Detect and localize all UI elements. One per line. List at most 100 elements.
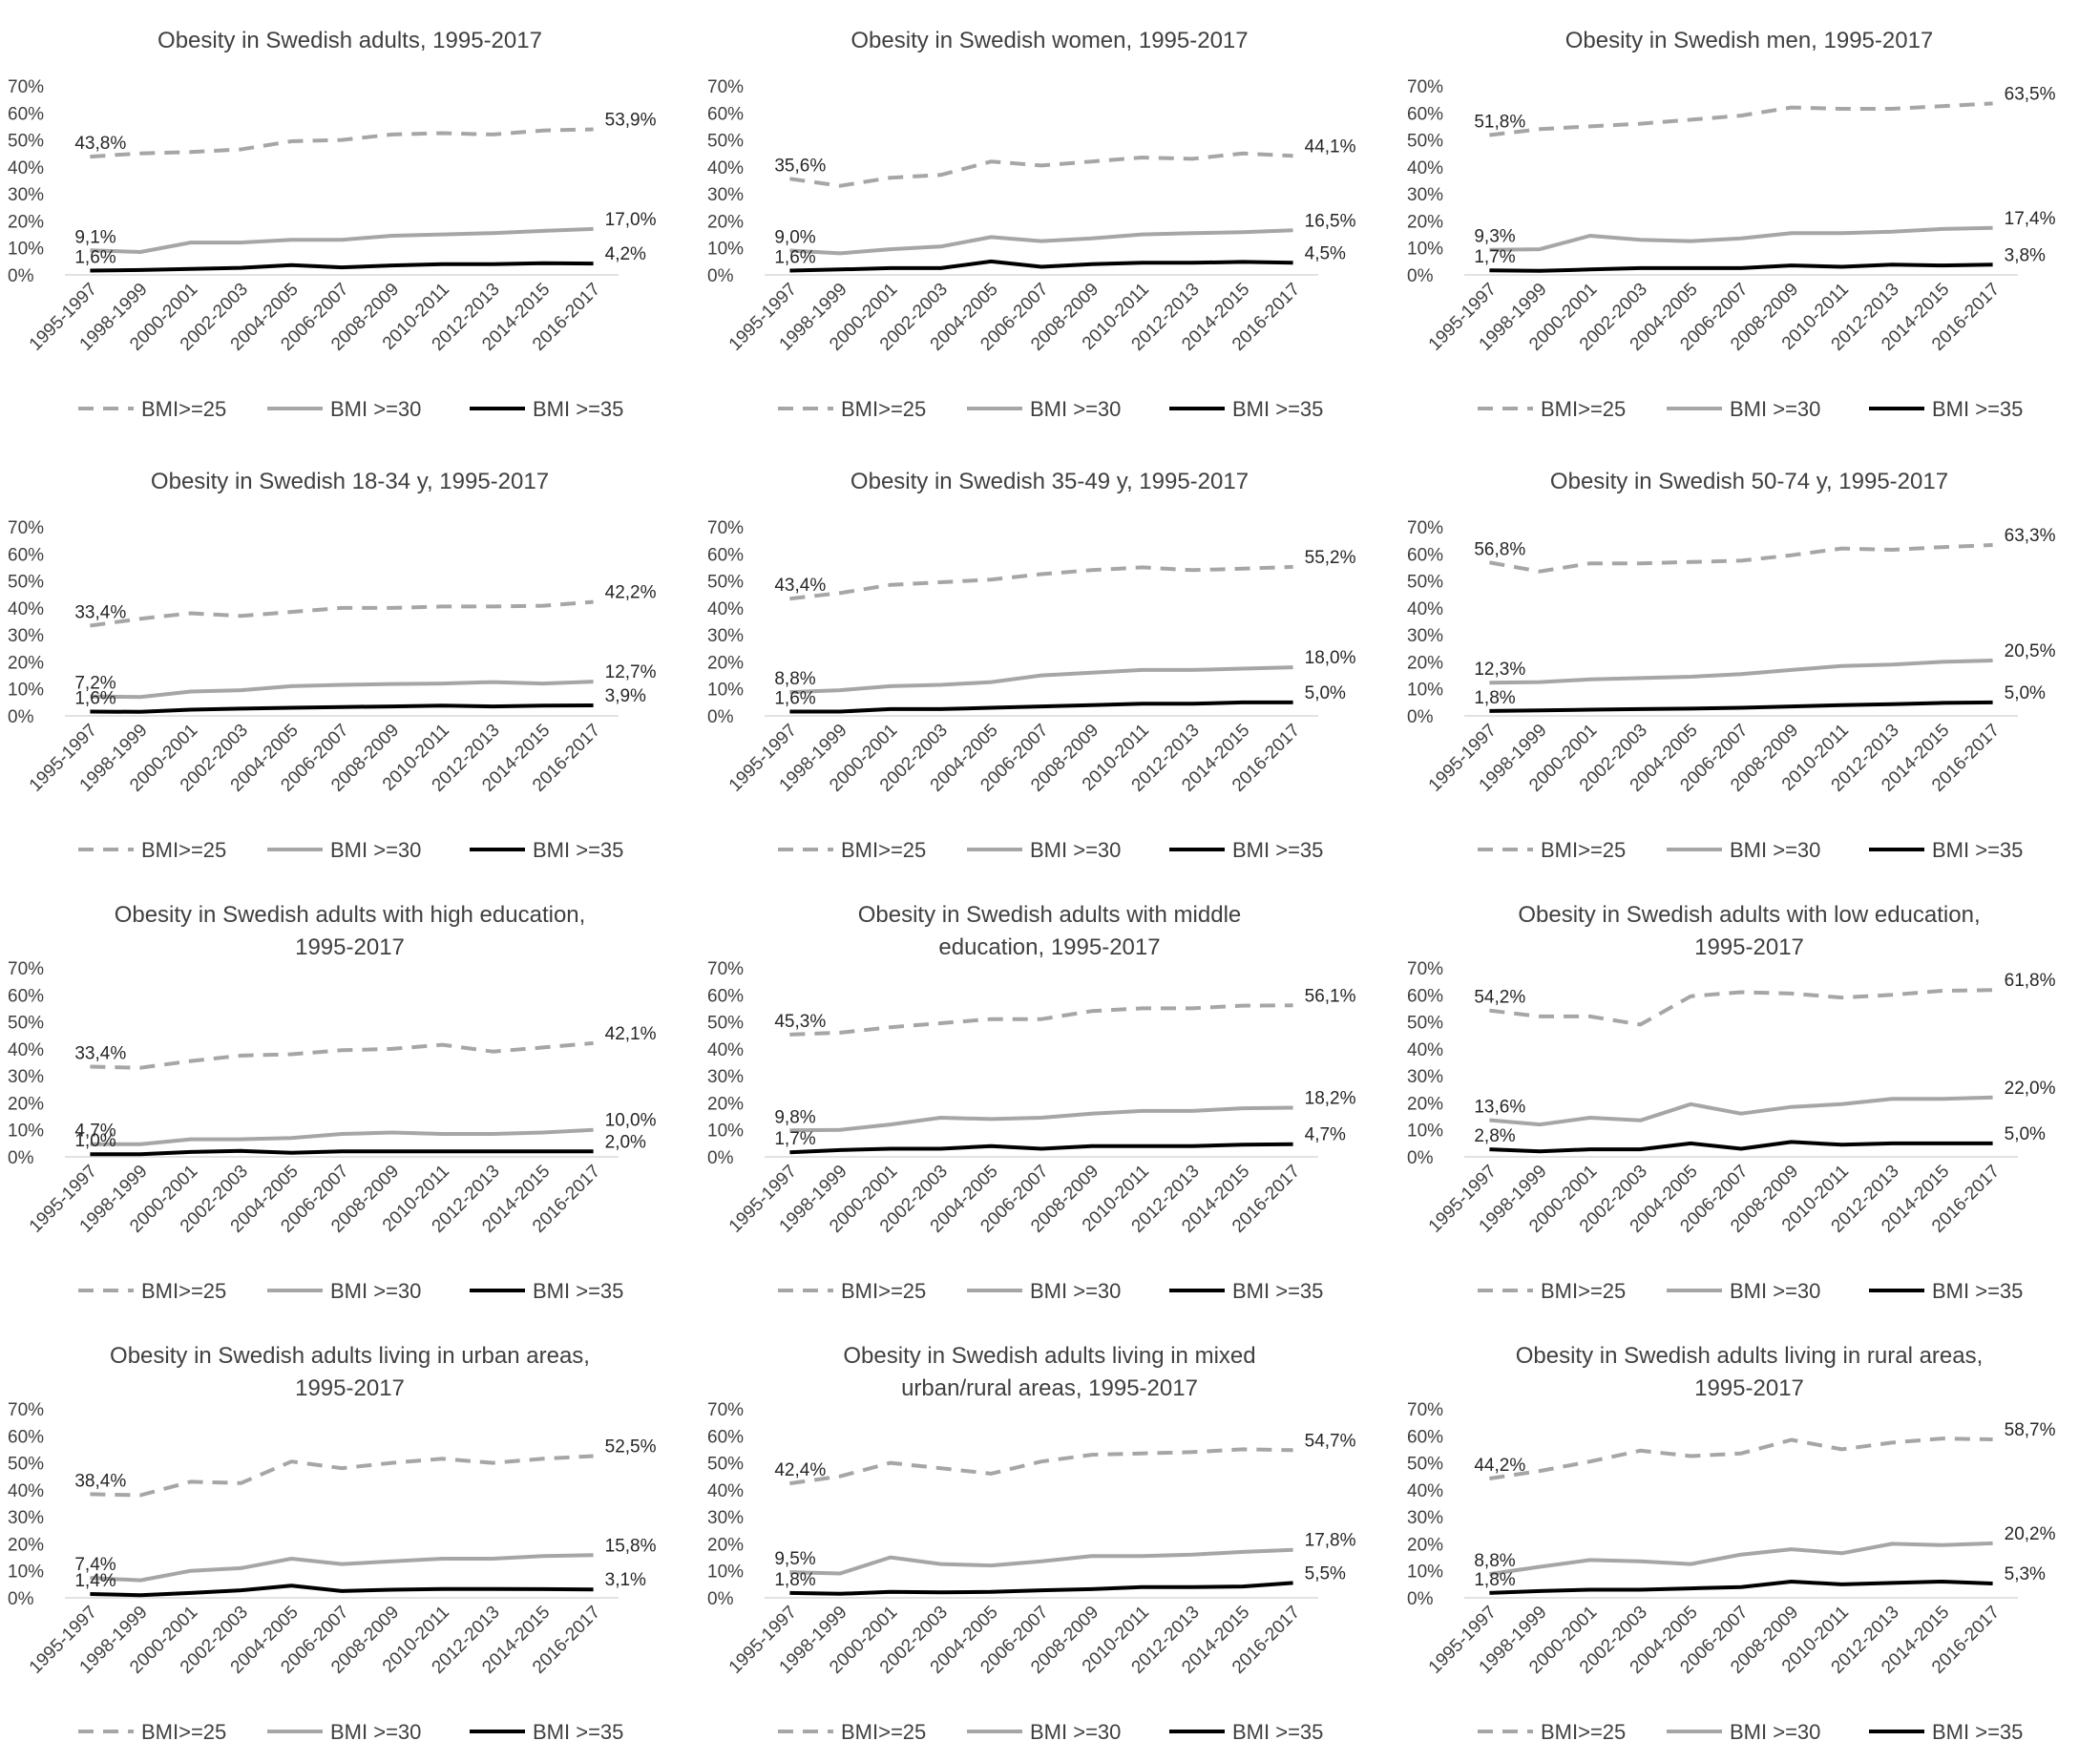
data-label: 8,8% bbox=[1474, 1551, 1515, 1571]
y-tick-label: 0% bbox=[1407, 1589, 1434, 1609]
y-tick-label: 50% bbox=[707, 1455, 744, 1475]
y-tick-label: 30% bbox=[1407, 1508, 1443, 1528]
y-tick-label: 70% bbox=[8, 518, 44, 538]
data-label: 42,2% bbox=[605, 583, 657, 603]
data-label: 22,0% bbox=[2005, 1079, 2056, 1099]
series-line bbox=[789, 564, 1293, 601]
y-tick-label: 20% bbox=[8, 653, 44, 673]
series-line bbox=[789, 1547, 1293, 1576]
chart-panel: Obesity in Swedish adults living in urba… bbox=[0, 1323, 700, 1762]
data-label: 4,5% bbox=[1305, 243, 1346, 263]
legend-label: BMI >=35 bbox=[1232, 1720, 1323, 1744]
data-label: 8,8% bbox=[774, 669, 815, 689]
series-line bbox=[1489, 1541, 1993, 1577]
line-chart: Obesity in Swedish adults, 1995-2017 0% 10… bbox=[8, 28, 657, 421]
data-label: 17,8% bbox=[1305, 1531, 1356, 1551]
data-label: 17,0% bbox=[605, 210, 657, 230]
legend-label: BMI >=30 bbox=[1030, 397, 1121, 421]
series-line bbox=[1489, 1140, 1993, 1154]
chart-title: 1995-2017 bbox=[295, 1375, 405, 1401]
y-tick-label: 20% bbox=[1407, 1535, 1443, 1555]
data-label: 33,4% bbox=[74, 603, 126, 623]
series-line bbox=[90, 1040, 594, 1070]
y-tick-label: 50% bbox=[1407, 132, 1443, 152]
data-label: 9,3% bbox=[1474, 227, 1515, 247]
y-tick-label: 0% bbox=[1407, 707, 1434, 727]
y-tick-label: 50% bbox=[1407, 573, 1443, 593]
data-label: 18,0% bbox=[1305, 648, 1356, 668]
series-line bbox=[789, 700, 1293, 714]
y-tick-label: 0% bbox=[707, 1589, 734, 1609]
series-line bbox=[789, 151, 1293, 188]
chart-title: Obesity in Swedish 35-49 y, 1995-2017 bbox=[850, 469, 1249, 494]
data-label: 18,2% bbox=[1305, 1089, 1356, 1109]
line-chart: Obesity in Swedish adults living in urba… bbox=[8, 1343, 657, 1744]
data-label: 42,1% bbox=[605, 1024, 657, 1044]
y-tick-label: 20% bbox=[8, 1535, 44, 1555]
data-label: 1,8% bbox=[774, 1570, 815, 1590]
y-tick-label: 40% bbox=[8, 599, 44, 619]
y-tick-label: 60% bbox=[707, 1427, 744, 1447]
series-line bbox=[90, 1553, 594, 1583]
y-tick-label: 70% bbox=[707, 1400, 744, 1420]
y-tick-label: 10% bbox=[707, 240, 744, 260]
series-line bbox=[90, 599, 594, 628]
data-label: 54,7% bbox=[1305, 1431, 1356, 1451]
series-line bbox=[1489, 1095, 1993, 1127]
series-line bbox=[90, 1454, 594, 1498]
y-tick-label: 50% bbox=[8, 573, 44, 593]
data-label: 4,2% bbox=[605, 244, 646, 264]
y-tick-label: 30% bbox=[1407, 185, 1443, 205]
y-tick-label: 0% bbox=[707, 266, 734, 286]
y-tick-label: 70% bbox=[707, 518, 744, 538]
y-tick-label: 30% bbox=[707, 1508, 744, 1528]
chart-title: Obesity in Swedish women, 1995-2017 bbox=[850, 28, 1248, 53]
y-tick-label: 20% bbox=[1407, 653, 1443, 673]
data-label: 3,8% bbox=[2005, 245, 2046, 265]
data-label: 15,8% bbox=[605, 1536, 657, 1556]
y-tick-label: 10% bbox=[1407, 240, 1443, 260]
legend-label: BMI>=25 bbox=[1541, 397, 1626, 421]
y-tick-label: 10% bbox=[1407, 681, 1443, 701]
data-label: 13,6% bbox=[1474, 1098, 1525, 1118]
y-tick-label: 10% bbox=[8, 240, 44, 260]
legend-label: BMI >=35 bbox=[533, 1720, 623, 1744]
y-tick-label: 70% bbox=[1407, 77, 1443, 97]
legend-label: BMI>=25 bbox=[1541, 1720, 1626, 1744]
data-label: 33,4% bbox=[74, 1044, 126, 1064]
legend-label: BMI >=30 bbox=[330, 397, 421, 421]
legend-label: BMI >=35 bbox=[1932, 1720, 2023, 1744]
y-tick-label: 40% bbox=[707, 1040, 744, 1060]
data-label: 43,4% bbox=[774, 576, 826, 596]
y-tick-label: 60% bbox=[8, 104, 44, 124]
data-label: 42,4% bbox=[774, 1460, 826, 1480]
y-tick-label: 0% bbox=[8, 1148, 34, 1168]
legend-label: BMI >=30 bbox=[1730, 1279, 1820, 1303]
y-tick-label: 30% bbox=[8, 626, 44, 646]
y-tick-label: 60% bbox=[8, 1427, 44, 1447]
chart-panel: Obesity in Swedish adults with low educa… bbox=[1399, 882, 2099, 1321]
data-label: 56,8% bbox=[1474, 539, 1525, 559]
chart-panel: Obesity in Swedish adults living in mixe… bbox=[700, 1323, 1399, 1762]
y-tick-label: 60% bbox=[1407, 1427, 1443, 1447]
series-line bbox=[1489, 700, 1993, 713]
line-chart: Obesity in Swedish 50-74 y, 1995-2017 0% 1… bbox=[1407, 469, 2056, 862]
legend-label: BMI>=25 bbox=[141, 1720, 226, 1744]
chart-panel: Obesity in Swedish men, 1995-2017 0% 10% 20… bbox=[1399, 0, 2099, 439]
data-label: 5,3% bbox=[2005, 1564, 2046, 1584]
y-tick-label: 0% bbox=[8, 707, 34, 727]
chart-title: 1995-2017 bbox=[1694, 934, 1804, 960]
series-line bbox=[90, 703, 594, 714]
data-label: 53,9% bbox=[605, 111, 657, 131]
legend-label: BMI >=30 bbox=[1730, 1720, 1820, 1744]
legend-label: BMI >=30 bbox=[1030, 1720, 1121, 1744]
legend-label: BMI>=25 bbox=[141, 1279, 226, 1303]
y-tick-label: 10% bbox=[707, 1563, 744, 1583]
y-tick-label: 30% bbox=[1407, 1067, 1443, 1087]
y-tick-label: 60% bbox=[1407, 104, 1443, 124]
y-tick-label: 70% bbox=[8, 959, 44, 979]
y-tick-label: 50% bbox=[8, 1455, 44, 1475]
legend-label: BMI >=30 bbox=[330, 1720, 421, 1744]
legend-label: BMI >=30 bbox=[1030, 1279, 1121, 1303]
data-label: 9,1% bbox=[74, 227, 116, 247]
